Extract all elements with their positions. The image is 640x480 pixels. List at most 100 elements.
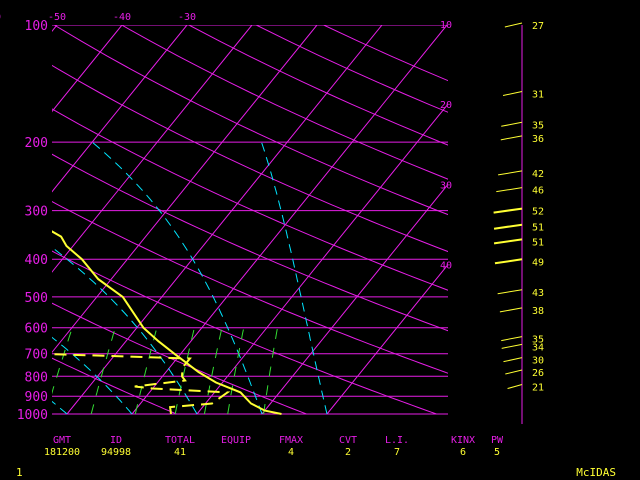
index-value: 94998 [101,447,131,458]
index-header: L.I. [385,435,409,446]
index-value: 4 [288,447,294,458]
wind-barb [501,121,523,127]
index-value: 181200 [44,447,80,458]
moist-adiabat-line [261,141,328,415]
wind-label: 35 [532,335,544,346]
isotherm-line [261,183,448,415]
wind-barb [493,223,523,230]
wind-barb [496,187,523,193]
index-header: KINX [451,435,475,446]
wind-label: 34 [532,342,544,353]
isotherm-line [52,25,188,193]
index-value: 2 [345,447,351,458]
isotherm-line [52,25,253,273]
wind-barb [493,238,523,245]
moist-adiabat-line [0,142,2,414]
index-header: FMAX [279,435,303,446]
index-value: 41 [174,447,186,458]
pressure-label: 300 [25,205,48,220]
dry-adiabat-line [52,201,448,374]
dry-adiabat-line [323,25,448,82]
wind-label: 38 [532,306,544,317]
temperature-label-right: 40 [440,261,452,272]
temperature-label-top: -60 [0,12,1,23]
wind-label: 26 [532,368,544,379]
pressure-label: 600 [25,322,48,337]
wind-barb [504,22,523,28]
mixing-ratio-line [134,327,158,415]
dry-adiabat-line [188,25,448,146]
moist-adiabat-line [91,141,263,415]
wind-label: 52 [532,207,544,218]
wind-barb [500,135,523,141]
temperature-label-top: -40 [113,12,131,23]
mixing-ratio-line [263,327,278,415]
temperature-label-right: 20 [440,100,452,111]
dry-adiabat-line [52,302,307,415]
axis-labels: 1002003004005006007008009001000-90-80-70… [0,12,452,423]
index-header: PW [491,435,504,446]
wind-barb [497,289,523,295]
index-header: GMT [53,435,71,446]
mixing-ratio-line [227,327,245,415]
index-header: ID [110,435,122,446]
dewpoint-profile-line [52,353,231,415]
wind-barb [499,307,523,313]
wind-label: 27 [532,21,544,32]
temperature-label-top: -50 [48,12,66,23]
index-header: EQUIP [221,435,251,446]
wind-label: 51 [532,223,544,234]
wind-barb [502,91,523,96]
frame-number: 1 [16,466,23,479]
temperature-label-top: -30 [178,12,196,23]
wind-label: 43 [532,288,544,299]
isotherm-line [66,25,383,415]
pressure-label: 100 [25,19,48,34]
wind-barb [501,336,523,342]
index-value: 6 [460,447,466,458]
wind-label: 35 [532,120,544,131]
pressure-label: 400 [25,253,48,268]
wind-barb [498,170,523,176]
pressure-label: 500 [25,291,48,306]
wind-label: 21 [532,383,544,394]
wind-label: 42 [532,169,544,180]
wind-barb [503,357,523,363]
index-header: CVT [339,435,357,446]
mixing-ratio-line [203,327,223,415]
mixing-ratio-line [90,327,116,415]
pressure-label: 700 [25,348,48,363]
wind-label: 46 [532,186,544,197]
dry-adiabat-line [52,357,177,415]
wind-barb [507,384,523,390]
moist-adiabat-line [52,336,133,415]
wind-label: 51 [532,237,544,248]
wind-barb [505,369,523,375]
dry-adiabat-line [53,25,448,216]
dry-adiabat-line [52,153,448,332]
dry-adiabat-line [52,250,437,415]
wind-label: 31 [532,89,544,100]
dry-adiabat-line [255,25,448,113]
isotherm-line [52,25,318,354]
index-header: TOTAL [165,435,195,446]
index-value: 7 [394,447,400,458]
temperature-label-right: 30 [440,180,452,191]
mixing-ratio-line [52,327,73,395]
wind-barb [494,258,523,265]
isotherm-line [52,25,123,113]
pressure-label: 1000 [17,408,48,423]
pressure-label: 200 [25,136,48,151]
wind-label: 49 [532,257,544,268]
dry-adiabat-line [52,64,448,253]
software-label: McIDAS [576,466,616,479]
index-value: 5 [494,447,500,458]
wind-barb [493,207,523,214]
isotherm-line [196,103,448,415]
wind-barb [501,343,523,349]
grid-layer [52,25,448,415]
dry-adiabat-line [52,108,448,291]
pressure-label: 900 [25,390,48,405]
